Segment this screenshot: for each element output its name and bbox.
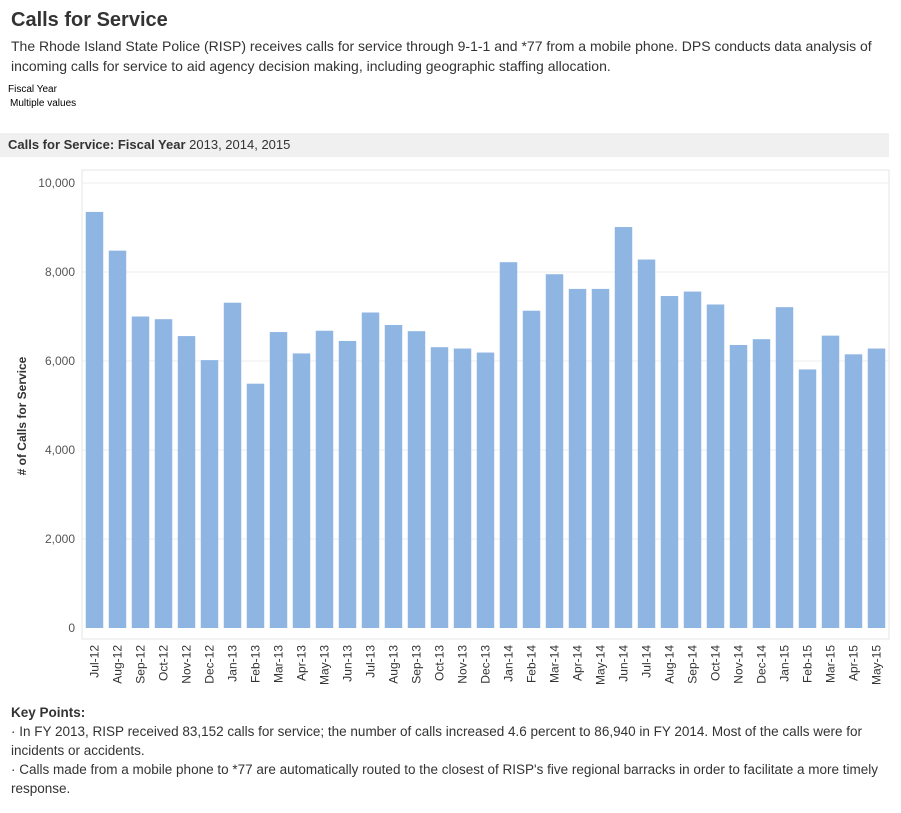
bar [315,330,334,628]
x-tick-label: Oct-12 [157,645,171,681]
bar [430,347,449,628]
x-tick-label: Nov-13 [456,645,470,684]
bar [453,348,472,628]
x-tick-label: Jan-13 [226,645,240,682]
bar [821,335,840,628]
key-point-1: · In FY 2013, RISP received 83,152 calls… [11,724,862,758]
y-tick-label: 0 [68,621,75,635]
bar [706,304,725,628]
bar [131,316,150,628]
bar [844,354,863,628]
bar [177,336,196,628]
bar [384,324,403,628]
bar [476,352,495,628]
bar [338,340,357,628]
x-tick-label: Jan-15 [778,645,792,682]
y-tick-label: 6,000 [45,354,75,368]
x-tick-label: Dec-14 [755,645,769,684]
x-tick-label: Nov-12 [180,645,194,684]
x-tick-label: Apr-13 [295,645,309,681]
bar [85,211,104,629]
x-tick-label: Oct-14 [709,645,723,681]
bar [154,319,173,628]
x-tick-label: Mar-14 [548,645,562,683]
y-tick-label: 4,000 [45,443,75,457]
page-description: The Rhode Island State Police (RISP) rec… [11,38,872,74]
bar [200,360,219,628]
bar [683,291,702,628]
x-tick-label: Aug-12 [111,645,125,684]
key-point-2: · Calls made from a mobile phone to *77 … [11,762,878,796]
x-tick-label: Jul-12 [88,645,102,678]
x-tick-label: Aug-14 [663,645,677,684]
x-tick-label: Mar-13 [272,645,286,683]
x-tick-label: Dec-12 [203,645,217,684]
filter-value[interactable]: Multiple values [10,98,77,109]
bar [407,331,426,628]
bar-chart: 0 2,000 4,000 6,000 8,000 10,000 # of Calls fo… [15,169,890,685]
x-tick-label: Sep-12 [134,645,148,684]
chart-header-prefix: Calls for Service: Fiscal Year [8,137,186,152]
bar [867,348,886,628]
x-tick-label: Jun-13 [341,645,355,682]
x-tick-label: Aug-13 [387,645,401,684]
x-tick-label: Mar-15 [824,645,838,683]
y-tick-label: 8,000 [45,265,75,279]
x-tick-label: Jun-14 [617,645,631,682]
bar [729,344,748,628]
y-tick-label: 10,000 [38,176,75,190]
bar [545,274,564,628]
key-points: Key Points: · In FY 2013, RISP received … [11,703,891,798]
x-tick-label: Oct-13 [433,645,447,681]
x-tick-label: Jul-13 [364,645,378,678]
x-tick-label: Nov-14 [732,645,746,684]
x-tick-label: Jan-14 [502,645,516,682]
x-tick-label: May-15 [870,645,884,685]
x-tick-label: Dec-13 [479,645,493,684]
page-title: Calls for Service [11,9,168,31]
x-tick-label: Apr-15 [847,645,861,681]
bar [246,383,265,628]
x-tick-label: Apr-14 [571,645,585,681]
bar [568,288,587,628]
x-tick-label: May-13 [318,645,332,685]
bar [223,302,242,628]
x-tick-label: Sep-14 [686,645,700,684]
bar [499,262,518,628]
bar [361,312,380,628]
bar [614,227,633,628]
x-tick-label: Sep-13 [410,645,424,684]
x-tick-label: Feb-15 [801,645,815,683]
x-tick-label: Jul-14 [640,645,654,678]
bar [522,310,541,628]
bar [108,250,127,628]
x-tick-label: Feb-14 [525,645,539,683]
x-tick-label: May-14 [594,645,608,685]
chart-header-years: 2013, 2014, 2015 [189,137,291,152]
y-tick-label: 2,000 [45,532,75,546]
y-axis-title: # of Calls for Service [15,356,29,475]
key-points-title: Key Points: [11,705,86,720]
bar [591,288,610,628]
bar [798,369,817,628]
bar [752,339,771,628]
bar [637,259,656,628]
plot-border [81,169,890,640]
bar [660,296,679,628]
bar [775,307,794,628]
x-tick-label: Feb-13 [249,645,263,683]
chart-header: Calls for Service: Fiscal Year 2013, 201… [0,133,889,157]
bar [269,332,288,628]
bar [292,353,311,628]
filter-label: Fiscal Year [8,84,57,95]
